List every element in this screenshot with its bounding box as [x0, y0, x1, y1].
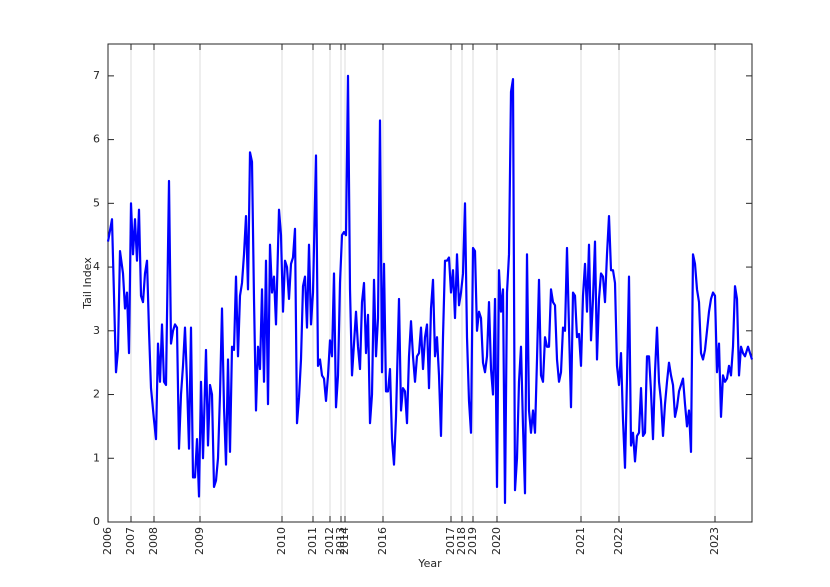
- y-tick-label: 3: [93, 324, 100, 337]
- y-tick-label: 2: [93, 388, 100, 401]
- x-tick-label: 2006: [101, 527, 114, 555]
- x-tick-label: 2012: [323, 527, 336, 555]
- x-tick-label: 2017: [444, 527, 457, 555]
- x-tick-label: 2016: [376, 527, 389, 555]
- x-tick-label: 2018: [455, 527, 468, 555]
- y-tick-label: 0: [93, 515, 100, 528]
- y-tick-label: 6: [93, 133, 100, 146]
- y-tick-label: 1: [93, 451, 100, 464]
- y-axis-label: Tail Index: [81, 257, 94, 310]
- y-tick-label: 5: [93, 196, 100, 209]
- x-tick-label: 2020: [490, 527, 503, 555]
- x-tick-label: 2021: [574, 527, 587, 555]
- x-tick-label: 2009: [193, 527, 206, 555]
- x-tick-label: 2011: [306, 527, 319, 555]
- x-tick-label: 2008: [147, 527, 160, 555]
- x-tick-label: 2019: [466, 527, 479, 555]
- x-axis-label: Year: [417, 557, 442, 570]
- y-tick-label: 7: [93, 69, 100, 82]
- x-tick-label: 2022: [612, 527, 625, 555]
- y-tick-label: 4: [93, 260, 100, 273]
- data-line: [106, 74, 754, 504]
- x-tick-label: 2014: [338, 527, 351, 555]
- plot-frame: [107, 43, 753, 523]
- x-tick-label: 2023: [708, 527, 721, 555]
- x-tick-label: 2007: [124, 527, 137, 555]
- x-tick-label: 2010: [275, 527, 288, 555]
- x-tick-label: 2013: [334, 527, 347, 555]
